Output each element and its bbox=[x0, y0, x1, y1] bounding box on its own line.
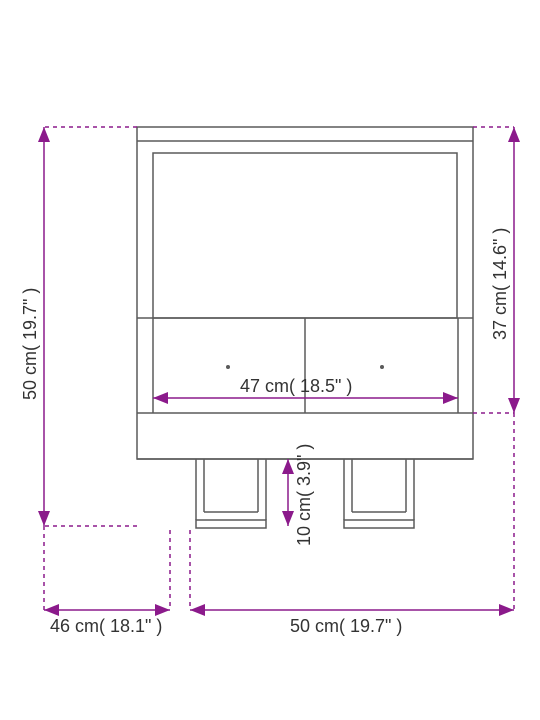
dim-label: 46 cm( 18.1" ) bbox=[50, 616, 162, 636]
dimension-diagram: 50 cm( 19.7" ) 37 cm( 14.6" ) 47 cm( 18.… bbox=[0, 0, 540, 720]
dim-label: 50 cm( 19.7" ) bbox=[20, 288, 40, 400]
leg-right bbox=[344, 459, 414, 528]
dim-label: 47 cm( 18.5" ) bbox=[240, 376, 352, 396]
dim-height-total: 50 cm( 19.7" ) bbox=[20, 127, 137, 526]
leg-left bbox=[196, 459, 266, 528]
shelf-peg-dot bbox=[380, 365, 384, 369]
dim-label: 10 cm( 3.9" ) bbox=[294, 444, 314, 546]
shelf-peg-dot bbox=[226, 365, 230, 369]
dim-label: 37 cm( 14.6" ) bbox=[490, 228, 510, 340]
dim-height-body: 37 cm( 14.6" ) bbox=[473, 127, 514, 413]
dim-label: 50 cm( 19.7" ) bbox=[290, 616, 402, 636]
dim-depth: 46 cm( 18.1" ) bbox=[44, 526, 170, 636]
